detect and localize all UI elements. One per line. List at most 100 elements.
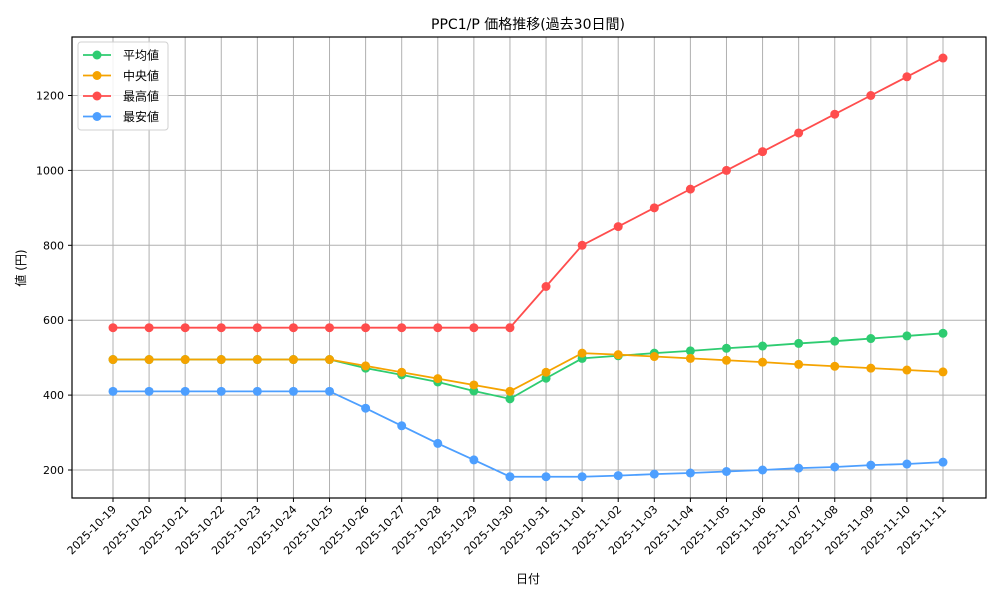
data-point-marker — [180, 386, 190, 396]
legend-marker-icon — [92, 112, 102, 121]
data-point-marker — [325, 355, 335, 365]
data-point-marker — [721, 343, 731, 353]
data-point-marker — [433, 323, 443, 333]
data-point-marker — [902, 459, 912, 469]
x-axis-ticks: 2025-10-192025-10-202025-10-212025-10-22… — [65, 498, 949, 557]
data-point-marker — [938, 328, 948, 338]
data-point-marker — [469, 380, 479, 390]
chart-title: PPC1/P 価格推移(過去30日間) — [431, 17, 625, 33]
data-point-marker — [866, 460, 876, 470]
series-line — [113, 57, 944, 329]
legend-box — [77, 41, 169, 131]
data-point-marker — [433, 374, 443, 384]
data-point-marker — [758, 465, 768, 475]
data-point-marker — [541, 472, 551, 482]
data-point-marker — [685, 468, 695, 478]
data-point-marker — [397, 367, 407, 377]
y-tick-label: 800 — [43, 239, 64, 252]
data-point-marker — [108, 323, 118, 333]
y-axis-label: 値 (円) — [13, 249, 28, 286]
data-point-marker — [361, 361, 371, 371]
data-point-marker — [216, 323, 226, 333]
data-point-marker — [794, 338, 804, 348]
data-point-marker — [216, 355, 226, 365]
data-point-marker — [866, 91, 876, 100]
series-line — [113, 352, 944, 393]
data-point-marker — [325, 323, 335, 333]
data-point-marker — [541, 367, 551, 377]
data-point-marker — [108, 386, 118, 396]
data-point-marker — [721, 466, 731, 476]
data-point-marker — [721, 165, 731, 175]
data-point-marker — [288, 323, 298, 333]
data-point-marker — [649, 469, 659, 479]
series-最高値 — [108, 53, 948, 333]
data-point-marker — [577, 240, 587, 250]
data-point-marker — [938, 457, 948, 467]
data-point-marker — [577, 472, 587, 482]
data-point-marker — [180, 323, 190, 333]
legend-label: 平均値 — [123, 48, 159, 63]
y-tick-label: 1000 — [36, 164, 64, 177]
series-最安値 — [108, 386, 948, 482]
data-point-marker — [902, 365, 912, 375]
y-axis-ticks: 200 400 600 800 1000 1200 — [36, 90, 72, 477]
data-point-marker — [433, 438, 443, 448]
data-point-marker — [505, 472, 515, 482]
data-point-marker — [649, 203, 659, 213]
data-point-marker — [180, 355, 190, 365]
data-point-marker — [685, 346, 695, 356]
series-layer — [108, 53, 948, 482]
y-tick-label: 1200 — [36, 90, 64, 103]
data-point-marker — [252, 386, 262, 396]
legend-label: 最高値 — [123, 89, 159, 104]
data-point-marker — [469, 323, 479, 333]
plot-frame — [71, 36, 987, 499]
legend-marker-icon — [92, 91, 102, 101]
legend-marker-icon — [92, 71, 102, 80]
data-point-marker — [469, 455, 479, 465]
data-point-marker — [685, 184, 695, 194]
y-tick-label: 400 — [43, 389, 64, 402]
grid — [72, 37, 986, 498]
data-point-marker — [505, 323, 515, 333]
data-point-marker — [866, 363, 876, 373]
data-point-marker — [830, 109, 840, 119]
data-point-marker — [216, 386, 226, 396]
data-point-marker — [902, 72, 912, 82]
data-point-marker — [938, 367, 948, 377]
data-point-marker — [397, 421, 407, 431]
data-point-marker — [613, 350, 623, 360]
data-point-marker — [505, 394, 515, 404]
data-point-marker — [758, 341, 768, 351]
y-tick-label: 600 — [43, 314, 64, 327]
data-point-marker — [613, 471, 623, 481]
data-point-marker — [288, 355, 298, 365]
legend-label: 最安値 — [123, 109, 159, 124]
legend-item: 中央値 — [83, 68, 159, 83]
data-point-marker — [613, 222, 623, 232]
y-tick-label: 200 — [43, 464, 64, 477]
legend-item: 平均値 — [83, 48, 159, 63]
data-point-marker — [794, 359, 804, 369]
data-point-marker — [252, 323, 262, 333]
legend-marker-icon — [92, 50, 102, 60]
data-point-marker — [144, 386, 154, 396]
data-point-marker — [794, 463, 804, 473]
data-point-marker — [541, 281, 551, 291]
data-point-marker — [252, 355, 262, 365]
data-point-marker — [721, 355, 731, 365]
legend-item: 最高値 — [83, 89, 159, 104]
series-line — [113, 390, 944, 478]
data-point-marker — [577, 348, 587, 358]
data-point-marker — [866, 334, 876, 344]
data-point-marker — [758, 357, 768, 367]
data-point-marker — [288, 386, 298, 396]
data-point-marker — [325, 386, 335, 396]
legend-label: 中央値 — [123, 68, 159, 83]
data-point-marker — [794, 128, 804, 138]
data-point-marker — [649, 352, 659, 362]
data-point-marker — [685, 353, 695, 363]
